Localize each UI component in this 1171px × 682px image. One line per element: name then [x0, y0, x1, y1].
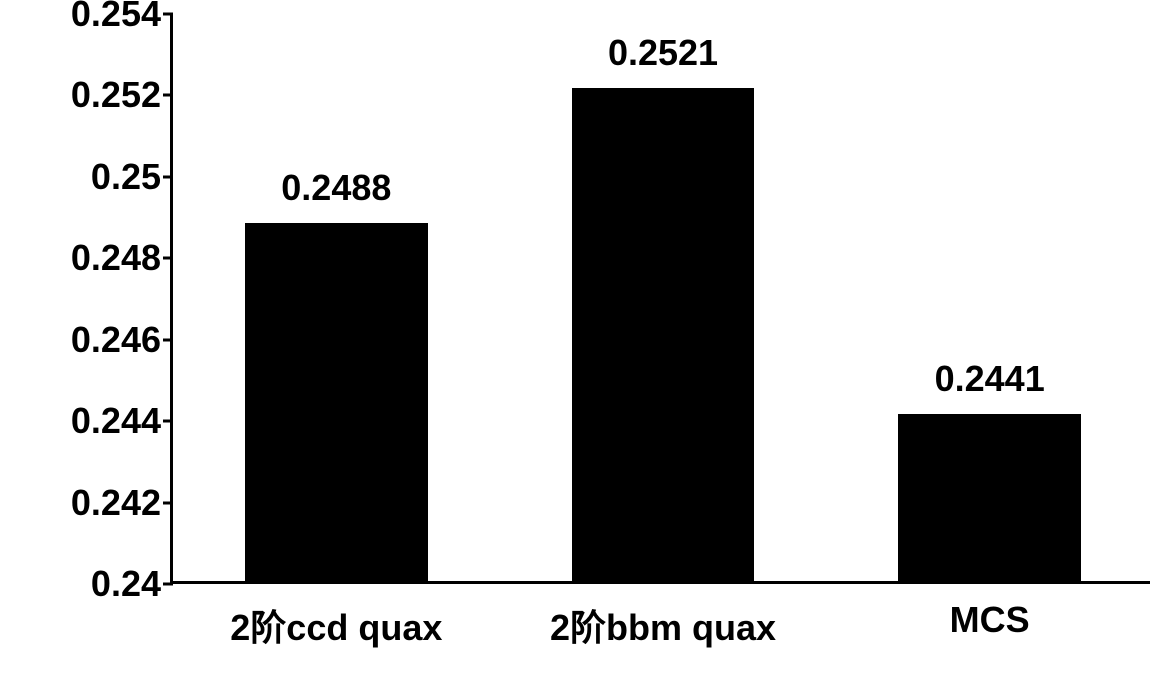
- bar-value-label: 0.2521: [608, 32, 718, 74]
- x-tick-label: MCS: [950, 581, 1030, 641]
- bar-value-label: 0.2488: [281, 167, 391, 209]
- y-tick-label: 0.24: [91, 563, 173, 605]
- y-tick-label: 0.254: [71, 0, 173, 35]
- y-tick-label: 0.252: [71, 74, 173, 116]
- plot-area: 0.240.2420.2440.2460.2480.250.2520.2540.…: [170, 14, 1150, 584]
- bar-chart: 0.24 0.242 0.244 0.246 0.248 0.25 0.252 0.254 0.…: [0, 0, 1171, 682]
- bar: [898, 414, 1081, 581]
- y-tick-label: 0.25: [91, 156, 173, 198]
- y-tick-label: 0.246: [71, 319, 173, 361]
- x-tick-label: 2阶bbm quax: [550, 581, 776, 651]
- y-tick-label: 0.244: [71, 400, 173, 442]
- y-tick-label: 0.242: [71, 482, 173, 524]
- x-tick-label: 2阶ccd quax: [230, 581, 442, 651]
- bar: [572, 88, 755, 581]
- bar-value-label: 0.2441: [935, 358, 1045, 400]
- y-tick-label: 0.248: [71, 237, 173, 279]
- bar: [245, 223, 428, 581]
